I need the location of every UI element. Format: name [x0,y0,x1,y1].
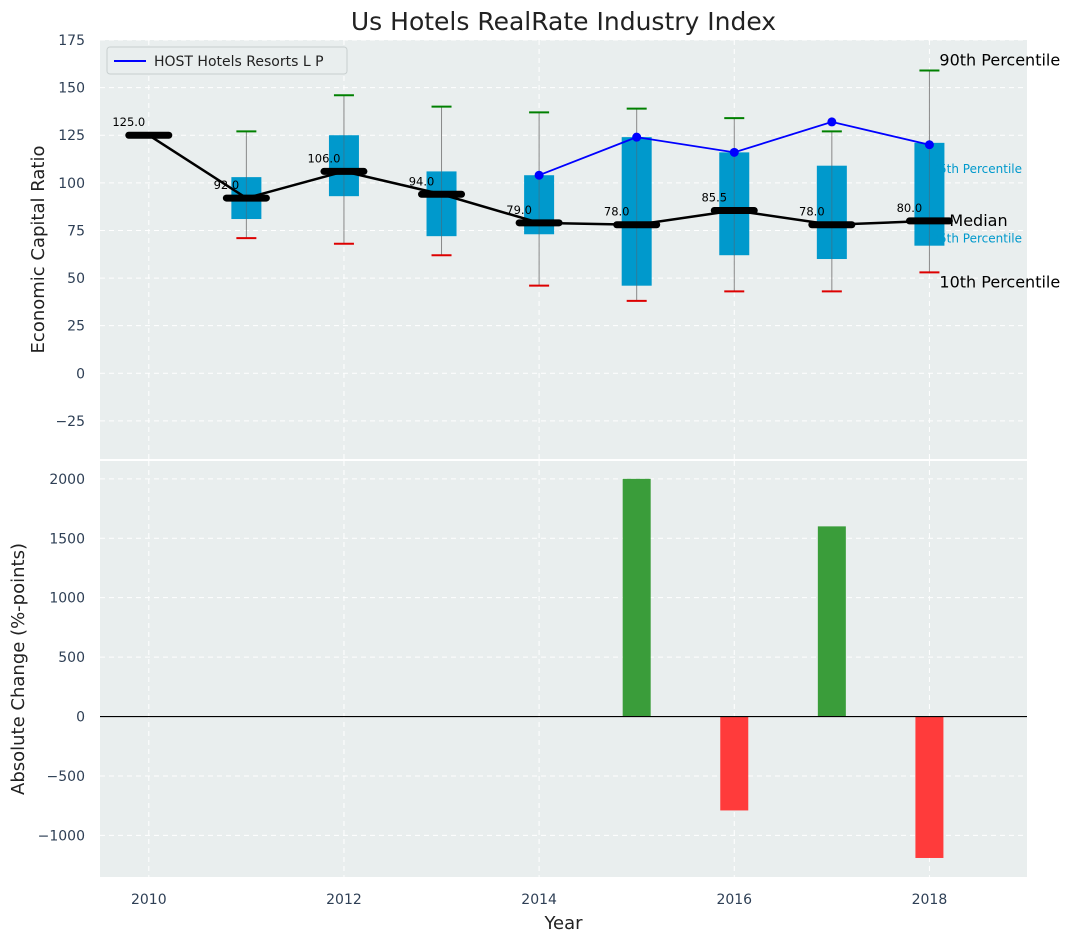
top-y-tick-label: 100 [58,176,85,192]
top-panel-background [100,40,1027,459]
top-y-tick-label: 75 [67,223,85,239]
company-point [827,117,837,127]
bottom-y-tick-label: 0 [76,710,85,726]
p10-annotation: 10th Percentile [939,272,1060,291]
bottom-y-axis-label: Absolute Change (%-points) [8,543,29,795]
change-bar [720,716,749,811]
bottom-y-tick-label: 1000 [49,591,85,607]
median-value-label: 94.0 [409,174,435,188]
legend-box [106,46,348,75]
median-value-label: 125.0 [112,115,145,129]
bottom-y-tick-label: 500 [58,650,85,666]
company-point [632,132,642,142]
median-value-label: 106.0 [307,151,340,165]
change-bar [915,716,944,858]
top-y-tick-label: 50 [67,271,85,287]
p90-annotation: 90th Percentile [939,50,1060,69]
x-tick-label: 2016 [716,892,752,908]
median-value-label: 79.0 [506,203,532,217]
x-axis-label: Year [543,913,583,934]
p75-annotation: 75th Percentile [931,162,1022,176]
bottom-panel-background [100,461,1027,877]
chart-title: Us Hotels RealRate Industry Index [351,7,776,36]
legend-label: HOST Hotels Resorts L P [154,54,324,70]
company-point [729,147,739,157]
x-tick-label: 2012 [326,892,362,908]
bottom-y-tick-label: 2000 [49,472,85,488]
x-tick-label: 2018 [912,892,948,908]
x-tick-label: 2014 [521,892,557,908]
median-value-label: 85.5 [701,190,727,204]
median-value-label: 80.0 [897,201,923,215]
change-bar [622,478,651,717]
bottom-y-tick-label: −1000 [38,828,85,844]
company-point [924,140,934,150]
top-y-tick-label: 0 [76,366,85,382]
median-value-label: 78.0 [799,205,825,219]
median-annotation: Median [949,211,1007,230]
median-value-label: 92.0 [214,178,240,192]
company-point [534,170,544,180]
p25-annotation: 25th Percentile [931,232,1022,246]
x-tick-label: 2010 [131,892,167,908]
figure-group: −25 0 25 50 75 100 125 150 175 −1000 −500 0 500 1000 1… [8,7,1060,934]
bottom-y-tick-label: −500 [47,769,85,785]
top-y-tick-label: −25 [55,414,85,430]
top-y-tick-label: 150 [58,81,85,97]
change-bar [817,526,846,717]
top-y-tick-label: 25 [67,319,85,335]
top-y-axis-label: Economic Capital Ratio [28,146,49,354]
bottom-y-tick-label: 1500 [49,531,85,547]
legend: HOST Hotels Resorts L P [106,46,348,75]
top-y-tick-label: 175 [58,33,85,49]
top-y-tick-label: 125 [58,128,85,144]
median-value-label: 78.0 [604,205,630,219]
